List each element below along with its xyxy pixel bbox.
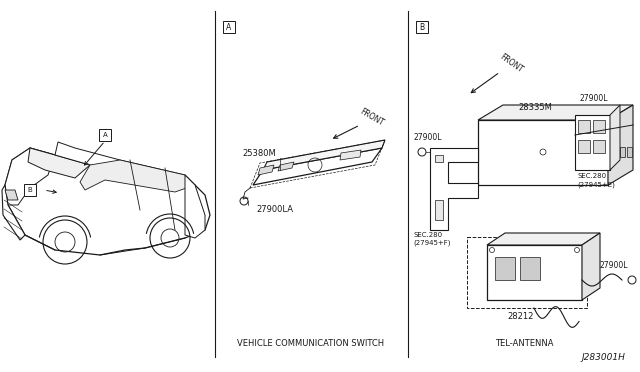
Polygon shape: [278, 162, 294, 171]
Polygon shape: [2, 185, 25, 240]
Polygon shape: [578, 120, 590, 133]
Text: B: B: [28, 187, 33, 193]
Text: (27945+F): (27945+F): [413, 240, 451, 247]
Polygon shape: [340, 150, 361, 160]
Polygon shape: [5, 148, 210, 255]
Text: A: A: [227, 22, 232, 32]
Polygon shape: [5, 190, 18, 200]
Polygon shape: [430, 148, 478, 230]
Polygon shape: [575, 115, 610, 170]
Polygon shape: [435, 200, 443, 220]
Text: 27900L: 27900L: [413, 133, 442, 142]
Text: B: B: [419, 22, 424, 32]
Text: 28335M: 28335M: [518, 103, 552, 112]
Polygon shape: [582, 233, 600, 300]
Text: 25380M: 25380M: [242, 149, 276, 158]
Text: SEC.280: SEC.280: [577, 173, 606, 179]
Text: FRONT: FRONT: [498, 53, 524, 75]
Text: 27900L: 27900L: [600, 261, 628, 270]
Polygon shape: [578, 140, 590, 153]
Text: FRONT: FRONT: [358, 107, 385, 128]
Polygon shape: [55, 142, 195, 185]
Text: SEC.280: SEC.280: [413, 232, 442, 238]
Text: A: A: [102, 132, 108, 138]
Polygon shape: [80, 160, 195, 192]
Polygon shape: [593, 140, 605, 153]
Text: 27900L: 27900L: [580, 94, 609, 103]
Polygon shape: [185, 175, 205, 238]
Text: 27900LA: 27900LA: [256, 205, 293, 214]
Polygon shape: [613, 147, 618, 157]
Polygon shape: [487, 245, 582, 300]
Polygon shape: [478, 120, 608, 185]
Polygon shape: [620, 147, 625, 157]
Polygon shape: [487, 233, 600, 245]
Polygon shape: [608, 105, 633, 185]
Polygon shape: [495, 257, 515, 280]
Polygon shape: [253, 148, 382, 185]
Polygon shape: [258, 165, 274, 175]
Polygon shape: [627, 147, 632, 157]
Bar: [24, 184, 36, 196]
Polygon shape: [610, 105, 620, 170]
Text: VEHICLE COMMUNICATION SWITCH: VEHICLE COMMUNICATION SWITCH: [237, 339, 385, 348]
Polygon shape: [520, 257, 540, 280]
Polygon shape: [478, 105, 633, 120]
Polygon shape: [263, 140, 385, 170]
Polygon shape: [435, 155, 443, 162]
Bar: [416, 21, 428, 33]
Polygon shape: [593, 120, 605, 133]
Polygon shape: [28, 148, 90, 178]
Text: J283001H: J283001H: [581, 353, 625, 362]
Text: 28212: 28212: [507, 312, 533, 321]
Polygon shape: [5, 148, 55, 205]
Text: (27945+E): (27945+E): [577, 181, 615, 187]
Text: TEL-ANTENNA: TEL-ANTENNA: [495, 339, 553, 348]
Bar: [99, 129, 111, 141]
Bar: [223, 21, 235, 33]
